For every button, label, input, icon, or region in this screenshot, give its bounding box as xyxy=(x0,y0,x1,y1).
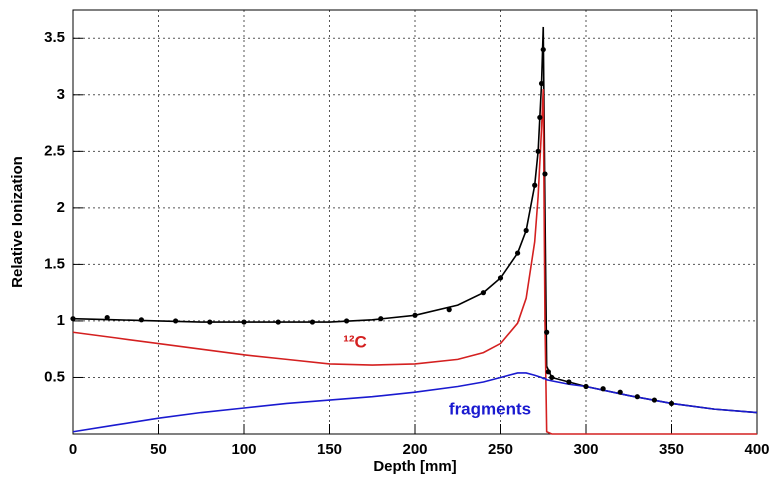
y-tick-label: 1.5 xyxy=(44,255,65,272)
x-axis-title: Depth [mm] xyxy=(373,458,456,475)
data-point xyxy=(537,114,543,121)
data-point xyxy=(207,319,213,325)
data-point xyxy=(651,397,658,403)
data-point xyxy=(532,182,538,188)
series-line xyxy=(72,89,757,435)
plot-frame xyxy=(72,9,758,435)
series-label: fragments xyxy=(449,399,531,418)
data-point xyxy=(668,400,675,407)
y-tick-label: 0.5 xyxy=(44,368,65,385)
x-tick-label: 250 xyxy=(488,441,513,458)
data-point xyxy=(549,374,555,381)
data-point xyxy=(617,389,623,395)
data-point xyxy=(544,329,550,335)
data-point xyxy=(540,46,546,53)
data-point xyxy=(412,312,418,318)
data-point xyxy=(309,319,315,325)
x-tick-label: 50 xyxy=(150,441,167,458)
data-point xyxy=(480,290,486,296)
series-line xyxy=(72,26,758,414)
data-point xyxy=(70,316,76,322)
data-point xyxy=(497,275,504,281)
data-point xyxy=(600,386,606,392)
y-tick-label: 3.5 xyxy=(44,29,65,46)
data-point xyxy=(275,319,281,325)
data-point xyxy=(173,318,179,324)
x-tick-label: 0 xyxy=(69,441,77,458)
data-point xyxy=(538,80,545,87)
data-point xyxy=(535,148,541,154)
y-axis-title: Relative Ionization xyxy=(9,156,26,288)
data-point xyxy=(634,394,640,400)
y-tick-label: 2 xyxy=(57,199,65,216)
data-point xyxy=(344,318,350,324)
data-point xyxy=(104,314,110,321)
data-point xyxy=(446,307,452,313)
x-tick-label: 350 xyxy=(659,441,684,458)
x-tick-label: 400 xyxy=(744,441,769,458)
x-tick-label: 100 xyxy=(231,441,256,458)
x-tick-label: 300 xyxy=(573,441,598,458)
data-point xyxy=(515,250,521,256)
data-point xyxy=(566,379,572,385)
x-tick-label: 150 xyxy=(317,441,342,458)
data-point xyxy=(138,317,144,323)
data-point xyxy=(545,369,551,375)
x-tick-label: 200 xyxy=(402,441,427,458)
data-point xyxy=(523,227,529,234)
y-tick-label: 2.5 xyxy=(44,142,65,159)
y-tick-label: 3 xyxy=(57,86,65,103)
data-point xyxy=(583,383,589,390)
series-label: ¹²C xyxy=(343,332,367,351)
series-line xyxy=(72,372,758,433)
data-point xyxy=(378,316,384,322)
data-point xyxy=(542,171,548,177)
data-point xyxy=(241,319,247,325)
y-tick-label: 1 xyxy=(57,312,65,329)
